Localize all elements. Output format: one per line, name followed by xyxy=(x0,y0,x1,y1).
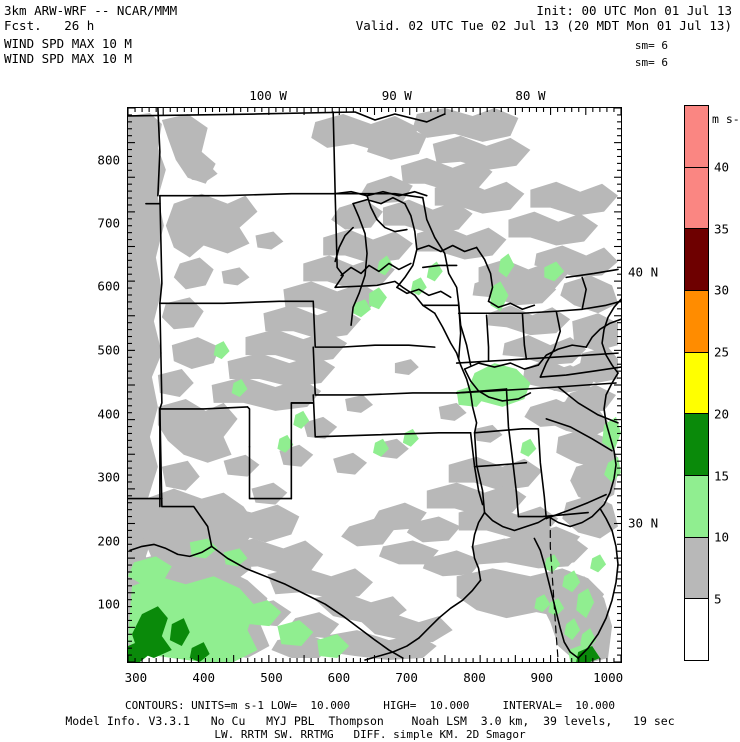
y-left-label-4: 400 xyxy=(97,406,120,422)
y-left-label-3: 500 xyxy=(97,342,120,358)
x-bottom-label-6: 900 xyxy=(530,670,554,685)
x-bottom-label-4: 700 xyxy=(395,670,418,685)
y-left-label-7: 100 xyxy=(97,596,120,611)
x-bottom-label-3: 600 xyxy=(327,670,351,685)
colorbar-band-40+ xyxy=(685,106,708,167)
field-label-primary: WIND SPD MAX 10 M xyxy=(4,36,132,51)
colorbar-tick-35: 35 xyxy=(714,221,730,237)
init-time: Init: 00 UTC Mon 01 Jul 13 xyxy=(536,3,732,18)
colorbar[interactable] xyxy=(684,105,709,661)
x-bottom-label-7: 1000 xyxy=(593,670,624,685)
smoothing-label-2: sm= 6 xyxy=(634,56,668,69)
y-left-label-2: 600 xyxy=(97,278,120,294)
political-boundaries xyxy=(128,108,621,662)
y-left-label-1: 700 xyxy=(97,215,120,231)
colorbar-units-label: m s-1 xyxy=(712,112,740,126)
x-top-label-2: 80 W xyxy=(515,88,546,103)
y-right-label-1: 30 N xyxy=(628,515,659,531)
field-label-secondary: WIND SPD MAX 10 M xyxy=(4,51,132,66)
colorbar-band-10-15 xyxy=(685,475,708,537)
colorbar-tick-10: 10 xyxy=(714,529,730,545)
x-bottom-label-0: 300 xyxy=(124,670,148,685)
colorbar-band-0-5 xyxy=(685,598,708,661)
map-plot-area[interactable] xyxy=(127,107,622,663)
forecast-hour: Fcst. 26 h xyxy=(4,18,95,33)
x-top-label-0: 100 W xyxy=(249,88,287,103)
y-left-label-6: 200 xyxy=(97,533,120,549)
y-left-label-0: 800 xyxy=(97,152,120,168)
colorbar-band-35-40 xyxy=(685,166,708,229)
colorbar-band-5-10 xyxy=(685,536,708,599)
colorbar-band-25-30 xyxy=(685,290,708,352)
colorbar-band-15-20 xyxy=(685,413,708,476)
colorbar-tick-5: 5 xyxy=(714,591,722,607)
y-left-label-5: 300 xyxy=(97,469,120,485)
y-right-label-0: 40 N xyxy=(628,264,659,280)
model-title: 3km ARW-WRF -- NCAR/MMM xyxy=(4,3,178,18)
wind-speed-field-map xyxy=(128,108,621,662)
x-bottom-label-5: 800 xyxy=(463,670,486,685)
colorbar-tick-40: 40 xyxy=(714,159,730,175)
colorbar-band-20-25 xyxy=(685,351,708,414)
colorbar-tick-15: 15 xyxy=(714,468,730,484)
x-top-label-1: 90 W xyxy=(381,88,412,103)
colorbar-tick-30: 30 xyxy=(714,282,730,298)
model-info: Model Info. V3.3.1 No Cu MYJ PBL Thompso… xyxy=(65,714,675,728)
frame-ticks xyxy=(128,108,621,662)
colorbar-tick-20: 20 xyxy=(714,406,730,422)
band-15-20-darkgreen xyxy=(128,606,601,662)
band-5-10-gray xyxy=(128,108,619,662)
colorbar-band-30-35 xyxy=(685,228,708,291)
contour-info: CONTOURS: UNITS=m s-1 LOW= 10.000 HIGH= … xyxy=(124,699,616,712)
x-bottom-label-2: 500 xyxy=(260,670,283,685)
physics-info: LW. RRTM SW. RRTMG DIFF. simple KM. 2D S… xyxy=(214,728,526,741)
smoothing-label-1: sm= 6 xyxy=(634,39,668,52)
valid-time: Valid. 02 UTC Tue 02 Jul 13 (20 MDT Mon … xyxy=(355,18,732,33)
colorbar-tick-25: 25 xyxy=(714,344,730,360)
x-bottom-label-1: 400 xyxy=(192,670,216,685)
